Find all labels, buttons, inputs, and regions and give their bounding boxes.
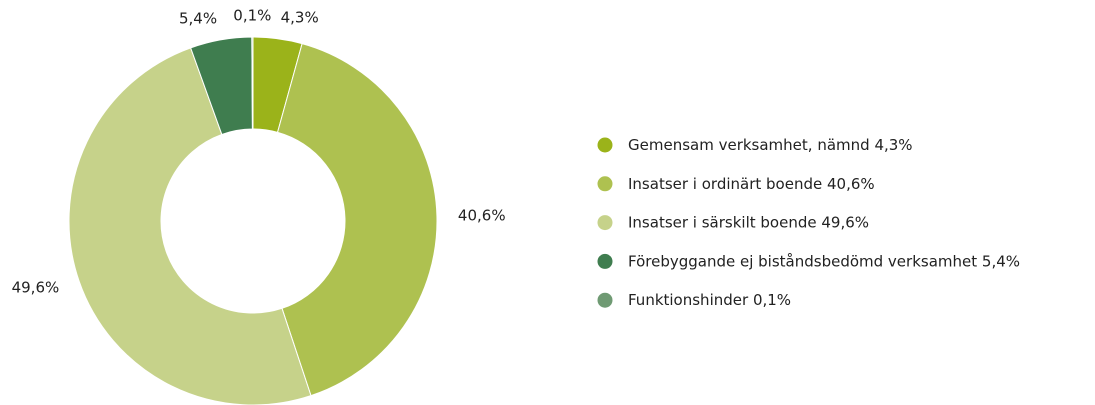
legend-marker — [597, 176, 613, 192]
legend-value: 49,6% — [821, 213, 869, 231]
legend-value: 40,6% — [827, 174, 875, 192]
legend-marker — [597, 137, 613, 153]
slice — [276, 43, 438, 397]
legend-marker — [597, 292, 613, 308]
legend-label: Insatser i ordinärt boende — [628, 174, 822, 192]
legend-entry: Funktionshinder 0,1% — [628, 291, 791, 309]
legend-value: 0,1% — [753, 291, 791, 309]
slice — [251, 36, 254, 130]
legend-value: 4,3% — [874, 136, 912, 154]
legend-label: Gemensam verksamhet, nämnd — [628, 136, 870, 154]
legend-marker — [597, 253, 613, 269]
slice-label: 4,3% — [281, 8, 319, 26]
legend-entry: Insatser i ordinärt boende 40,6% — [628, 174, 875, 192]
slice-label: 49,6% — [12, 279, 60, 297]
legend-label: Förebyggande ej biståndsbedömd verksamhe… — [628, 252, 977, 270]
legend: Gemensam verksamhet, nämnd 4,3% Insatser … — [597, 136, 1020, 309]
legend-marker — [597, 215, 613, 231]
slice-label: 0,1% — [233, 7, 271, 25]
slice — [68, 47, 312, 405]
legend-entry: Gemensam verksamhet, nämnd 4,3% — [628, 136, 913, 154]
legend-entry: Insatser i särskilt boende 49,6% — [628, 213, 869, 231]
slice-label: 5,4% — [179, 10, 217, 28]
legend-label: Insatser i särskilt boende — [628, 213, 817, 231]
legend-value: 5,4% — [982, 252, 1020, 270]
legend-entry: Förebyggande ej biståndsbedömd verksamhe… — [628, 252, 1020, 270]
slice-label: 40,6% — [458, 206, 506, 224]
legend-label: Funktionshinder — [628, 291, 749, 309]
